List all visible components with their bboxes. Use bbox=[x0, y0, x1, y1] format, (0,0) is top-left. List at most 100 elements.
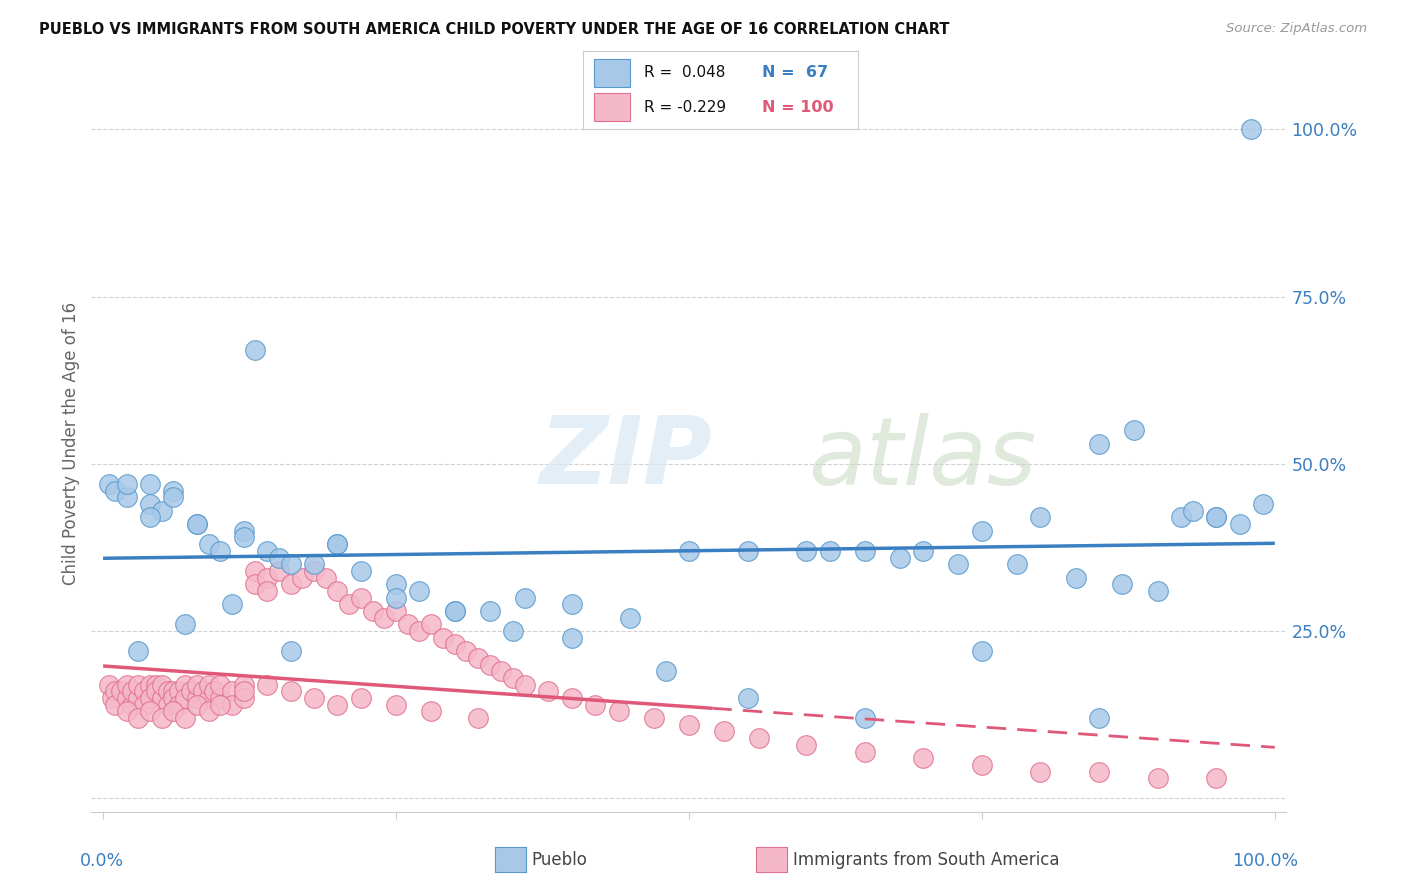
Point bbox=[654, 664, 676, 679]
Point bbox=[127, 690, 149, 705]
Point bbox=[232, 684, 254, 698]
Text: N =  67: N = 67 bbox=[762, 65, 828, 80]
Point bbox=[432, 631, 454, 645]
Point bbox=[197, 678, 219, 692]
Point bbox=[209, 690, 232, 705]
Point bbox=[1251, 497, 1274, 511]
Point bbox=[748, 731, 770, 746]
Point bbox=[221, 684, 243, 698]
Point bbox=[115, 690, 138, 705]
Point bbox=[139, 497, 162, 511]
Point bbox=[502, 624, 524, 639]
Text: N = 100: N = 100 bbox=[762, 100, 834, 115]
Point bbox=[502, 671, 524, 685]
Point bbox=[232, 530, 254, 544]
Point bbox=[583, 698, 606, 712]
Point bbox=[1088, 436, 1111, 450]
Point bbox=[350, 690, 373, 705]
Point bbox=[513, 591, 536, 605]
Point bbox=[121, 698, 143, 712]
Point bbox=[302, 564, 325, 578]
Point bbox=[132, 684, 156, 698]
Point bbox=[853, 543, 876, 558]
Point bbox=[280, 557, 302, 572]
Point bbox=[948, 557, 970, 572]
Point bbox=[361, 604, 384, 618]
Point bbox=[315, 571, 337, 585]
Point bbox=[1181, 503, 1204, 517]
Point bbox=[1205, 771, 1227, 786]
Point bbox=[491, 664, 513, 679]
Point bbox=[970, 644, 993, 658]
Point bbox=[169, 698, 191, 712]
Point bbox=[127, 711, 149, 725]
Point bbox=[115, 678, 138, 692]
Point bbox=[443, 637, 465, 651]
Point bbox=[408, 624, 430, 639]
Point bbox=[713, 724, 735, 739]
Point bbox=[326, 583, 349, 598]
Point bbox=[150, 711, 173, 725]
Point bbox=[1088, 711, 1111, 725]
Point bbox=[561, 631, 583, 645]
Point bbox=[169, 684, 191, 698]
Point bbox=[1240, 122, 1263, 136]
Point bbox=[139, 476, 162, 491]
Point bbox=[145, 684, 167, 698]
Point bbox=[162, 705, 184, 719]
Point bbox=[174, 690, 197, 705]
Point bbox=[326, 537, 349, 551]
Point bbox=[326, 698, 349, 712]
Point bbox=[443, 604, 465, 618]
Point bbox=[607, 705, 630, 719]
Point bbox=[245, 343, 267, 357]
Point bbox=[619, 610, 641, 624]
Point bbox=[186, 698, 208, 712]
Point bbox=[245, 577, 267, 591]
Point bbox=[1146, 771, 1168, 786]
Point bbox=[232, 678, 254, 692]
Point bbox=[794, 738, 817, 752]
Point bbox=[350, 591, 373, 605]
Point bbox=[115, 705, 138, 719]
FancyBboxPatch shape bbox=[595, 59, 630, 87]
Point bbox=[174, 711, 197, 725]
Point bbox=[1088, 764, 1111, 779]
Point bbox=[256, 583, 278, 598]
Point bbox=[232, 524, 254, 538]
Point bbox=[1064, 571, 1087, 585]
Point bbox=[245, 564, 267, 578]
Point bbox=[478, 657, 501, 672]
Point bbox=[1005, 557, 1028, 572]
Point bbox=[1029, 510, 1052, 524]
Point bbox=[267, 550, 290, 565]
Point bbox=[678, 717, 700, 731]
Point bbox=[121, 684, 143, 698]
Point bbox=[291, 571, 314, 585]
Point bbox=[186, 678, 208, 692]
Point bbox=[186, 690, 208, 705]
Point bbox=[1111, 577, 1133, 591]
Point bbox=[186, 517, 208, 532]
Point bbox=[1170, 510, 1192, 524]
Point bbox=[197, 537, 219, 551]
Point bbox=[162, 490, 184, 504]
Point bbox=[162, 483, 184, 498]
Point bbox=[145, 678, 167, 692]
Text: Pueblo: Pueblo bbox=[531, 851, 588, 869]
Point bbox=[256, 678, 278, 692]
Text: PUEBLO VS IMMIGRANTS FROM SOUTH AMERICA CHILD POVERTY UNDER THE AGE OF 16 CORREL: PUEBLO VS IMMIGRANTS FROM SOUTH AMERICA … bbox=[39, 22, 950, 37]
Point bbox=[156, 684, 179, 698]
Point bbox=[643, 711, 665, 725]
Point bbox=[150, 678, 173, 692]
Point bbox=[385, 577, 408, 591]
Point bbox=[478, 604, 501, 618]
Point bbox=[420, 617, 443, 632]
Text: Immigrants from South America: Immigrants from South America bbox=[793, 851, 1060, 869]
Point bbox=[408, 583, 430, 598]
Point bbox=[385, 604, 408, 618]
Point bbox=[561, 690, 583, 705]
Point bbox=[337, 598, 360, 612]
Point bbox=[232, 690, 254, 705]
Point bbox=[537, 684, 560, 698]
